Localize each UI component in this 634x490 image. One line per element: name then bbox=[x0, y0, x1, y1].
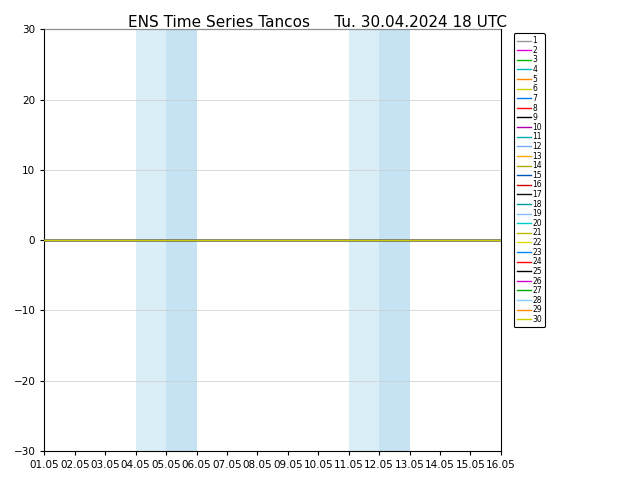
Bar bbox=[379, 29, 410, 451]
Legend: 1, 2, 3, 4, 5, 6, 7, 8, 9, 10, 11, 12, 13, 14, 15, 16, 17, 18, 19, 20, 21, 22, 2: 1, 2, 3, 4, 5, 6, 7, 8, 9, 10, 11, 12, 1… bbox=[514, 33, 545, 327]
Bar bbox=[349, 29, 410, 451]
Bar bbox=[166, 29, 197, 451]
Text: ENS Time Series Tancos     Tu. 30.04.2024 18 UTC: ENS Time Series Tancos Tu. 30.04.2024 18… bbox=[127, 15, 507, 30]
Bar bbox=[136, 29, 197, 451]
